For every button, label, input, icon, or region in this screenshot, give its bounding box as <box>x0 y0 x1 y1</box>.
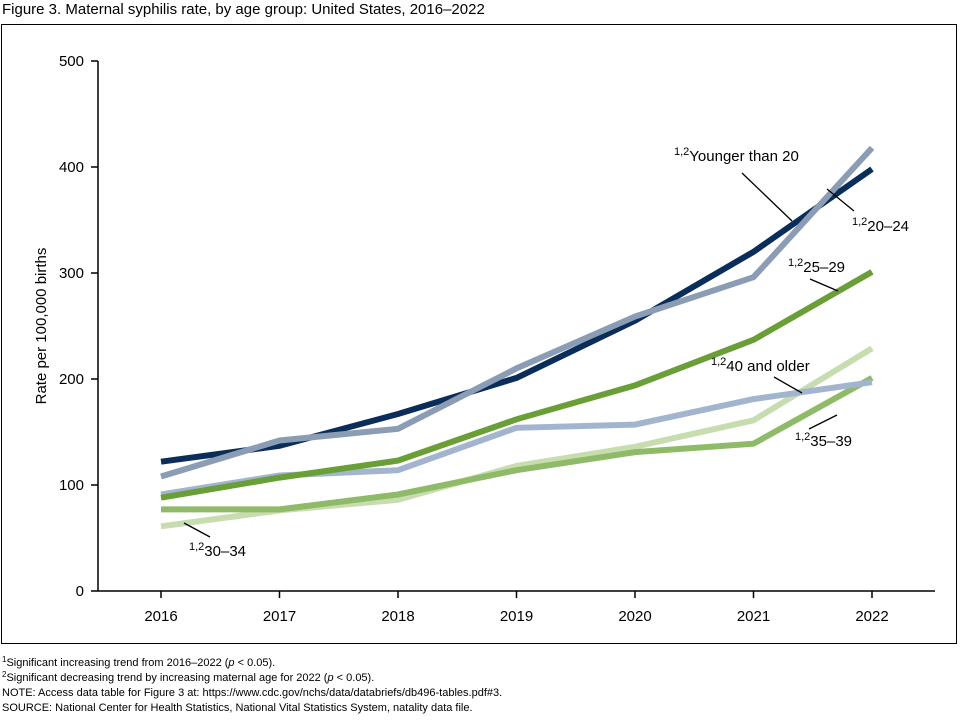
series-label-0: 1,2Younger than 20 <box>674 146 799 165</box>
footnote-1-mark: 1 <box>2 655 7 664</box>
chart-frame: 0 100 200 300 400 500 2016 2017 2018 2019 2020 2021… <box>1 24 957 644</box>
label-leader-0 <box>741 172 793 222</box>
series-lines <box>160 145 875 530</box>
footnote-2-end: < 0.05). <box>333 672 375 684</box>
footnote-1-end: < 0.05). <box>234 657 276 669</box>
series-label-name: 40 and older <box>726 358 809 375</box>
series-labels: 1,2Younger than 201,220–241,225–291,240 … <box>183 146 909 560</box>
footnote-1-text: Significant increasing trend from 2016–2… <box>6 657 229 669</box>
series-label-name: 25–29 <box>803 259 845 276</box>
x-tick-label: 2017 <box>263 608 296 625</box>
y-tick-label: 100 <box>59 477 84 494</box>
series-label-2: 1,225–29 <box>788 257 845 276</box>
line-chart: 0 100 200 300 400 500 2016 2017 2018 2019 2020 2021… <box>33 53 935 625</box>
source-text: SOURCE: National Center for Health Stati… <box>2 702 473 714</box>
footnotes: 1Significant increasing trend from 2016–… <box>2 656 502 716</box>
figure-title: Figure 3. Maternal syphilis rate, by age… <box>2 1 485 18</box>
x-tick-label: 2022 <box>855 608 888 625</box>
label-leader-3 <box>773 376 803 394</box>
footnote-1-p: p <box>228 657 235 669</box>
footnote-1: 1Significant increasing trend from 2016–… <box>2 656 502 671</box>
y-axis-title: Rate per 100,000 births <box>33 248 50 405</box>
series-line-2 <box>160 269 874 501</box>
series-label-sup: 1,2 <box>788 257 803 269</box>
series-label-sup: 1,2 <box>711 356 726 368</box>
y-tick-label: 300 <box>59 265 84 282</box>
footnote-2-mark: 2 <box>2 670 7 679</box>
x-tick-label: 2020 <box>618 608 651 625</box>
series-label-name: 35–39 <box>810 433 852 450</box>
series-label-1: 1,220–24 <box>852 216 909 235</box>
series-line-0 <box>160 166 874 465</box>
series-label-5: 1,230–34 <box>189 541 246 560</box>
y-tick-label: 200 <box>59 371 84 388</box>
x-tick-label: 2018 <box>381 608 414 625</box>
series-label-name: Younger than 20 <box>689 148 799 165</box>
series-label-sup: 1,2 <box>674 146 689 158</box>
series-line-1 <box>160 145 875 480</box>
series-label-sup: 1,2 <box>795 431 810 443</box>
axes: 0 100 200 300 400 500 2016 2017 2018 2019 2020 2021… <box>33 53 935 625</box>
footnote-2-p: p <box>327 672 334 684</box>
label-leader-2 <box>809 278 839 292</box>
series-label-sup: 1,2 <box>852 216 867 228</box>
series-label-name: 30–34 <box>204 543 246 560</box>
x-tick-label: 2016 <box>144 608 177 625</box>
label-leader-4 <box>808 414 838 430</box>
series-line-4 <box>161 375 874 513</box>
label-leader-1 <box>826 188 855 212</box>
y-tick-label: 400 <box>59 159 84 176</box>
series-label-name: 20–24 <box>867 218 909 235</box>
label-leader-5 <box>183 522 211 538</box>
y-tick-label: 0 <box>76 583 84 600</box>
series-label-4: 1,235–39 <box>795 431 852 450</box>
footnote-2-text: Significant decreasing trend by increasi… <box>6 672 328 684</box>
footnote-2: 2Significant decreasing trend by increas… <box>2 671 502 686</box>
note-text: NOTE: Access data table for Figure 3 at:… <box>2 687 503 699</box>
series-label-sup: 1,2 <box>189 541 204 553</box>
x-tick-label: 2021 <box>737 608 770 625</box>
x-tick-label: 2019 <box>500 608 533 625</box>
y-tick-label: 500 <box>59 53 84 70</box>
series-label-3: 1,240 and older <box>711 356 810 375</box>
